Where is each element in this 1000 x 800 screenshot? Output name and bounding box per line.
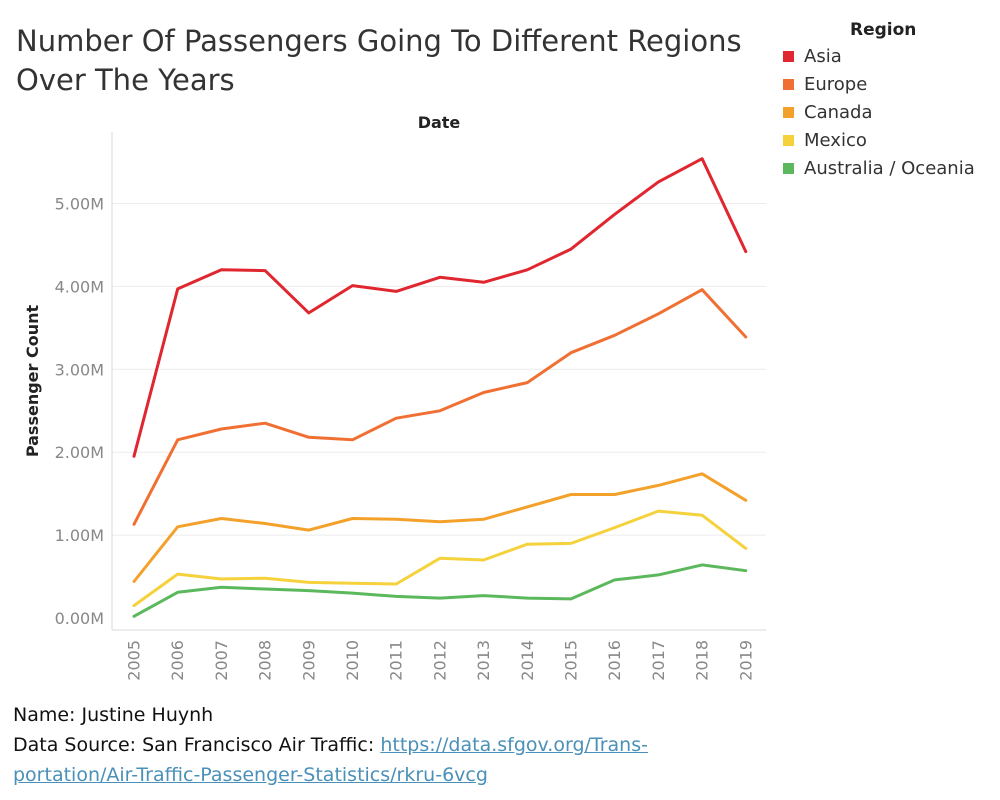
x-tick-label: 2009 [299,640,318,681]
x-tick-label: 2006 [168,640,187,681]
series-line-asia [132,157,748,458]
footer: Name: Justine Huynh Data Source: San Fra… [13,700,773,790]
legend-label: Australia / Oceania [804,157,975,179]
legend-items: Asia Europe Canada Mexico Australia / Oceani… [780,42,995,182]
legend-item-europe[interactable]: Europe [780,70,995,98]
legend-label: Canada [804,101,873,123]
series-line-canada [132,472,748,583]
data-source-link-part-2[interactable]: portation/Air-Traffic-Passenger-Statisti… [13,764,488,786]
legend-title: Region [850,20,917,40]
legend-swatch [783,162,794,174]
legend-swatch [783,134,794,146]
x-tick-label: 2016 [605,640,624,681]
y-tick-labels: 0.00M 1.00M 2.00M 3.00M 4.00M 5.00M [55,195,104,629]
legend-item-mexico[interactable]: Mexico [780,126,995,154]
y-axis-title: Passenger Count [23,304,42,457]
chart-title: Number Of Passengers Going To Different … [16,24,742,97]
series-line-europe [132,288,748,526]
x-tick-label: 2015 [562,640,581,681]
x-tick-label: 2007 [212,640,231,681]
x-tick-labels: 2005 2006 2007 2008 2009 2010 2011 2012 2013 2014… [125,640,756,681]
series-lines [132,157,748,618]
legend-swatch [783,106,794,118]
data-source-link-part-1[interactable]: https://data.sfgov.org/Trans- [380,734,648,756]
grid-lines [112,203,766,536]
x-axis-title: Date [418,113,461,132]
x-tick-label: 2011 [387,640,406,681]
x-tick-label: 2014 [518,640,537,681]
data-source: Data Source: San Francisco Air Traffic: … [13,730,773,790]
legend-label: Asia [804,45,842,67]
legend-item-canada[interactable]: Canada [780,98,995,126]
legend-swatch [783,78,794,90]
legend-label: Mexico [804,129,867,151]
x-tick-label: 2005 [125,640,144,681]
y-tick-label: 0.00M [55,609,104,628]
x-tick-label: 2018 [693,640,712,681]
y-tick-label: 2.00M [55,443,104,462]
x-tick-label: 2008 [256,640,275,681]
x-tick-label: 2019 [736,640,755,681]
author-name: Name: Justine Huynh [13,704,214,726]
y-tick-label: 1.00M [55,526,104,545]
x-tick-label: 2013 [474,640,493,681]
legend-item-asia[interactable]: Asia [780,42,995,70]
legend: Region Asia Europe Canada Mexico Australia /… [780,18,995,182]
x-tick-label: 2012 [430,640,449,681]
y-tick-label: 4.00M [55,277,104,296]
legend-item-australia-oceania[interactable]: Australia / Oceania [780,154,995,182]
x-tick-label: 2017 [649,640,668,681]
data-source-label: Data Source: San Francisco Air Traffic: [13,734,381,756]
y-tick-label: 5.00M [55,195,104,214]
series-line-mexico [132,509,748,608]
x-tick-label: 2010 [343,640,362,681]
series-line-australia-oceania [132,563,748,618]
legend-label: Europe [804,73,868,95]
legend-swatch [783,50,794,62]
y-tick-label: 3.00M [55,360,104,379]
